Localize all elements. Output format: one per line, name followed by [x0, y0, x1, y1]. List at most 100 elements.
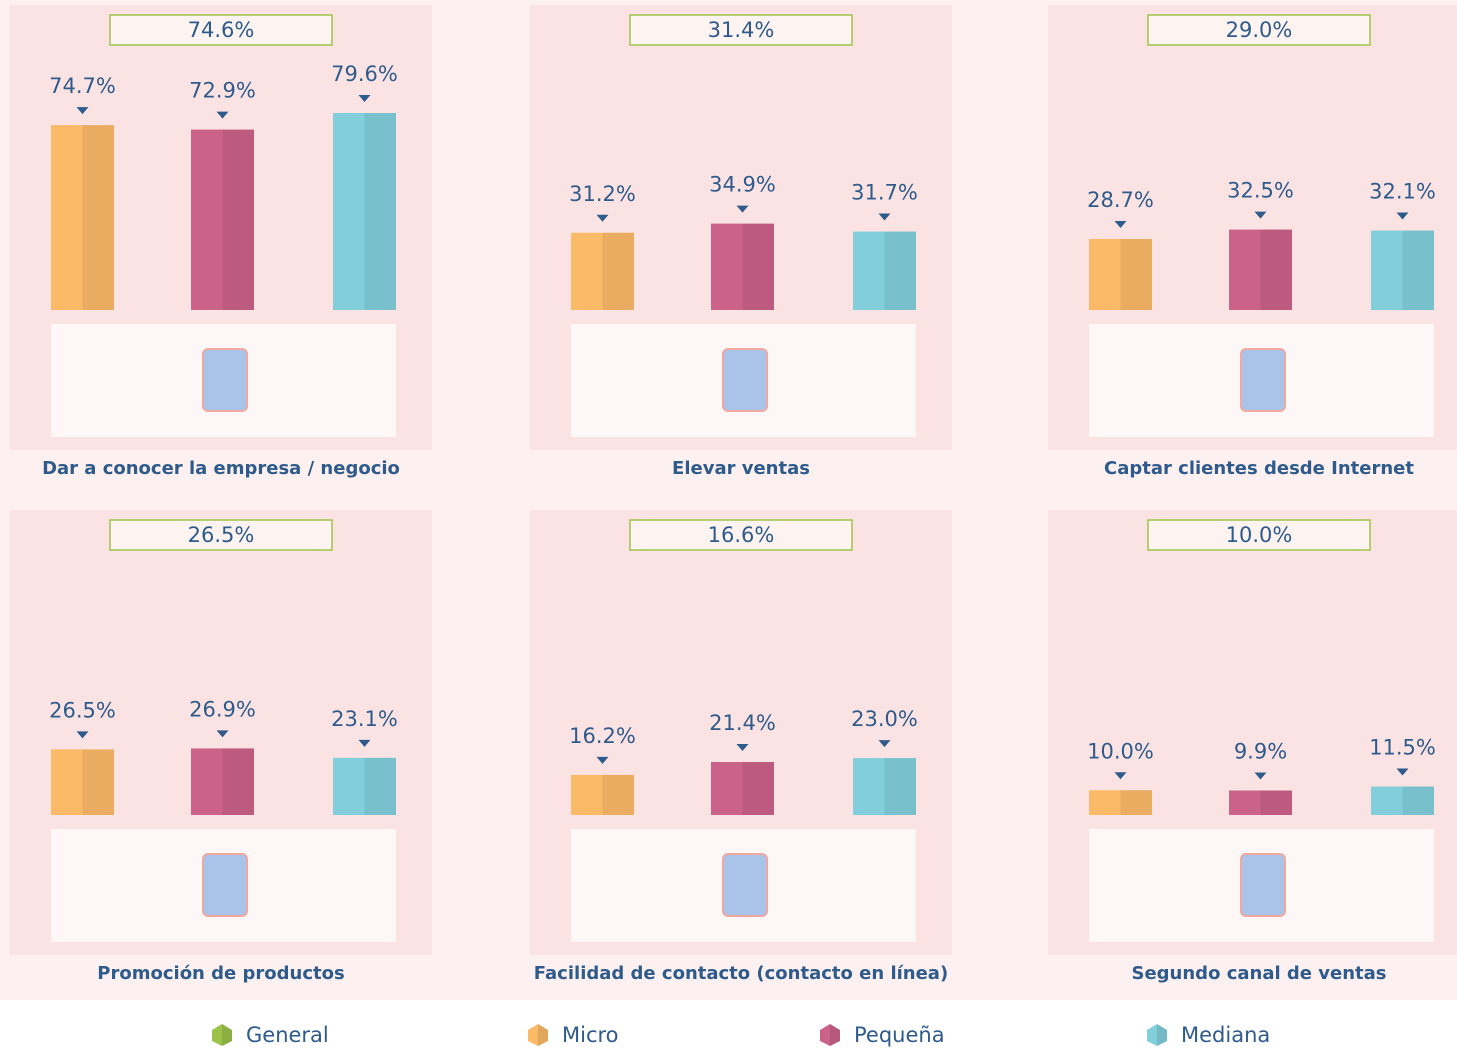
- bar-value-label: 10.0%: [1087, 739, 1154, 763]
- icon: [722, 348, 768, 412]
- bar-value-label: 74.7%: [49, 74, 116, 98]
- bar-value-label: 31.2%: [569, 182, 636, 206]
- bar-shade: [742, 762, 774, 815]
- pointer: [1254, 211, 1267, 219]
- general-box: [1147, 14, 1371, 46]
- legend-swatch: [820, 1024, 840, 1046]
- bar: [191, 129, 254, 310]
- pointer: [1396, 212, 1409, 220]
- pointer: [736, 205, 749, 213]
- pointer: [1114, 220, 1127, 228]
- bar: [51, 125, 114, 311]
- general-box: [109, 14, 333, 46]
- bar-shade: [1402, 786, 1434, 815]
- pointer: [736, 744, 749, 752]
- bar-value-label: 26.5%: [49, 698, 116, 722]
- general-label: 10.0%: [1226, 523, 1293, 547]
- pointer: [358, 739, 371, 747]
- bar: [571, 232, 634, 310]
- icon: [722, 853, 768, 917]
- bar: [191, 748, 254, 815]
- bar: [711, 762, 774, 815]
- icon: [1240, 348, 1286, 412]
- panel-title: Captar clientes desde Internet: [1104, 458, 1414, 479]
- bar: [1229, 229, 1292, 310]
- legend-swatch-shade: [1157, 1024, 1167, 1046]
- bar-value-label: 34.9%: [709, 173, 776, 197]
- bar-value-label: 32.1%: [1369, 180, 1436, 204]
- bar-shade: [1260, 790, 1292, 815]
- pointer: [1114, 772, 1127, 780]
- bar-value-label: 9.9%: [1234, 739, 1287, 763]
- pointer: [216, 111, 229, 119]
- bar: [711, 223, 774, 310]
- bar: [1229, 790, 1292, 815]
- legend-label: General: [246, 1023, 329, 1047]
- general-label: 31.4%: [708, 18, 775, 42]
- bar: [333, 112, 396, 311]
- bar-shade: [1120, 238, 1152, 310]
- panel-title: Segundo canal de ventas: [1132, 963, 1387, 984]
- bar-value-label: 32.5%: [1227, 179, 1294, 203]
- bar-value-label: 72.9%: [189, 79, 256, 103]
- legend-swatch-shade: [222, 1024, 232, 1046]
- general-label: 29.0%: [1226, 18, 1293, 42]
- panel-title: Facilidad de contacto (contacto en línea…: [534, 963, 948, 984]
- bar-shade: [742, 223, 774, 310]
- bar-shade: [602, 232, 634, 310]
- legend-swatch: [1147, 1024, 1167, 1046]
- legend-swatch: [212, 1024, 232, 1046]
- bar: [1089, 790, 1152, 815]
- pointer: [878, 213, 891, 221]
- pointer: [1254, 772, 1267, 780]
- bar-shade: [82, 749, 114, 815]
- legend-label: Micro: [562, 1023, 619, 1047]
- bar-shade: [364, 112, 396, 311]
- bar: [853, 231, 916, 310]
- bar-value-label: 16.2%: [569, 724, 636, 748]
- bar-value-label: 23.0%: [851, 707, 918, 731]
- legend-swatch-shade: [830, 1024, 840, 1046]
- bar-shade: [222, 748, 254, 815]
- general-label: 74.6%: [188, 18, 255, 42]
- bar-shade: [1120, 790, 1152, 815]
- pointer: [596, 214, 609, 222]
- bar-value-label: 79.6%: [331, 62, 398, 86]
- bar: [51, 749, 114, 815]
- bar-value-label: 26.9%: [189, 697, 256, 721]
- legend-label: Mediana: [1181, 1023, 1270, 1047]
- legend-label: Pequeña: [854, 1023, 945, 1047]
- icon: [1240, 853, 1286, 917]
- panel-title: Promoción de productos: [97, 963, 344, 984]
- bar: [1089, 238, 1152, 310]
- general-label: 16.6%: [708, 523, 775, 547]
- pointer: [878, 740, 891, 748]
- icon: [202, 348, 248, 412]
- general-box: [629, 519, 853, 551]
- bar-shade: [1402, 230, 1434, 310]
- pointer: [76, 731, 89, 739]
- pointer: [1396, 768, 1409, 776]
- bar-shade: [1260, 229, 1292, 310]
- panel-title: Dar a conocer la empresa / negocio: [42, 458, 400, 479]
- pointer: [596, 756, 609, 764]
- general-box: [1147, 519, 1371, 551]
- bar-value-label: 11.5%: [1369, 736, 1436, 760]
- pointer: [216, 730, 229, 738]
- bar-shade: [82, 125, 114, 311]
- bar-value-label: 31.7%: [851, 181, 918, 205]
- bar-shade: [884, 758, 916, 815]
- bar: [333, 757, 396, 815]
- legend-swatch: [528, 1024, 548, 1046]
- bar: [1371, 786, 1434, 815]
- pointer: [76, 107, 89, 115]
- bar: [571, 774, 634, 815]
- bar-value-label: 23.1%: [331, 707, 398, 731]
- bar-value-label: 21.4%: [709, 711, 776, 735]
- bar-value-label: 28.7%: [1087, 188, 1154, 212]
- legend-swatch-shade: [538, 1024, 548, 1046]
- pointer: [358, 94, 371, 102]
- general-label: 26.5%: [188, 523, 255, 547]
- icon: [202, 853, 248, 917]
